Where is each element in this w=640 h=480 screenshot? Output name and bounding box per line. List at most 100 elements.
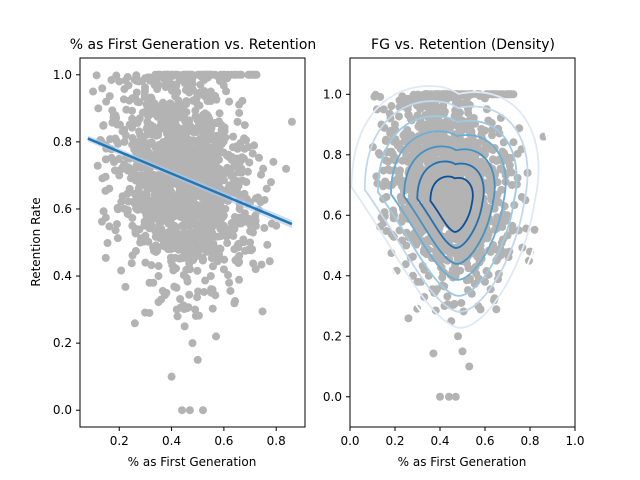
right-scatter-point [422, 90, 431, 99]
left-scatter-point [225, 97, 234, 106]
left-cloud-point [245, 158, 254, 167]
right-x-tick-label: 0.0 [340, 434, 359, 448]
right-cloud-point [465, 193, 474, 202]
left-scatter-point [94, 104, 103, 113]
left-scatter-point [287, 117, 296, 126]
left-cloud-point [213, 181, 222, 190]
left-scatter-point [230, 225, 239, 234]
left-cloud-point [143, 130, 152, 139]
right-cloud-point [498, 90, 507, 99]
left-scatter-point [154, 272, 163, 281]
right-cloud-point [418, 212, 427, 221]
left-cloud-point [179, 270, 188, 279]
right-scatter-point [418, 150, 426, 159]
right-scatter-point [445, 241, 453, 250]
left-scatter-point [188, 124, 197, 133]
left-scatter-point [172, 204, 181, 213]
left-cloud-point [155, 153, 164, 162]
right-cloud-point [530, 225, 539, 234]
left-cloud-point [254, 153, 263, 162]
right-y-tick-label: 0.4 [323, 269, 342, 283]
right-cloud-point [405, 95, 414, 104]
right-scatter-point [472, 138, 480, 147]
left-cloud-point [120, 85, 129, 94]
left-cloud-point [92, 71, 101, 80]
left-scatter-point [120, 204, 129, 213]
left-cloud-point [157, 117, 166, 126]
left-axis-ticks: 0.2 0.4 0.6 0.8 0.0 0.2 0.4 0.6 0.8 1.0 [53, 68, 286, 448]
left-cloud-point [130, 169, 139, 178]
left-cloud-point [221, 204, 230, 213]
left-cloud-point [152, 131, 161, 140]
left-scatter-point [193, 211, 202, 220]
left-scatter-point [232, 154, 241, 163]
left-scatter-point [89, 87, 98, 96]
right-scatter-point [436, 392, 444, 401]
right-cloud-point [425, 165, 434, 174]
left-scatter-point [151, 144, 160, 153]
left-cloud-point [101, 253, 110, 262]
right-scatter-point [402, 241, 411, 250]
left-scatter-point [180, 77, 189, 86]
left-cloud-point [208, 155, 217, 164]
left-cloud-point [173, 180, 182, 189]
left-y-tick-label: 0.6 [53, 202, 72, 216]
right-cloud-point [429, 349, 438, 358]
right-scatter-point [465, 362, 474, 371]
left-cloud-point [113, 234, 122, 243]
left-cloud-point [184, 303, 193, 312]
right-cloud-point [437, 263, 446, 272]
left-cloud-point [165, 111, 174, 120]
left-cloud-point [140, 206, 149, 215]
right-scatter-point [382, 135, 390, 144]
right-cloud-point [494, 124, 503, 133]
left-scatter-point [125, 184, 134, 193]
right-cloud-point [456, 127, 465, 136]
left-scatter-point [219, 211, 228, 220]
left-cloud-point [193, 266, 202, 275]
left-cloud-point [189, 136, 198, 145]
right-scatter-point [395, 96, 404, 105]
right-scatter-point [440, 90, 449, 99]
left-cloud-point [235, 108, 244, 117]
left-cloud-point [113, 220, 122, 229]
right-cloud-point [513, 173, 522, 182]
left-scatter-point [191, 305, 200, 314]
right-scatter-point [503, 211, 512, 220]
left-cloud-point [168, 234, 177, 243]
right-cloud-point [436, 170, 445, 179]
left-cloud-point [260, 223, 269, 232]
left-cloud-point [146, 206, 155, 215]
left-cloud-point [220, 70, 229, 79]
left-cloud-point [97, 217, 106, 226]
right-cloud-point [426, 217, 435, 226]
left-cloud-point [214, 156, 223, 165]
right-cloud-point [490, 296, 499, 305]
left-scatter-point [167, 191, 176, 200]
left-cloud-point [224, 150, 233, 159]
right-cloud-point [467, 173, 476, 182]
right-cloud-point [438, 103, 447, 112]
left-scatter-point [128, 94, 137, 103]
left-cloud-point [147, 221, 156, 230]
left-cloud-point [176, 254, 185, 263]
left-cloud-point [251, 70, 260, 79]
left-y-tick-label: 0.8 [53, 135, 72, 149]
left-cloud-point [262, 184, 271, 193]
left-cloud-point [151, 241, 160, 250]
right-cloud-point [464, 275, 473, 284]
right-cloud-point [509, 138, 518, 147]
left-cloud-point [98, 84, 107, 93]
left-scatter-point [154, 70, 163, 79]
left-cloud-point [196, 88, 205, 97]
left-scatter-point [167, 372, 176, 381]
left-y-axis-label: Retention Rate [29, 197, 43, 286]
right-y-tick-label: 0.0 [323, 390, 342, 404]
left-cloud-point [117, 266, 126, 275]
left-cloud-point [131, 229, 140, 238]
left-scatter-point [141, 198, 150, 207]
right-cloud-point [379, 182, 388, 191]
left-scatter-point [180, 322, 189, 331]
left-plot-area [87, 70, 296, 415]
right-y-tick-label: 1.0 [323, 87, 342, 101]
